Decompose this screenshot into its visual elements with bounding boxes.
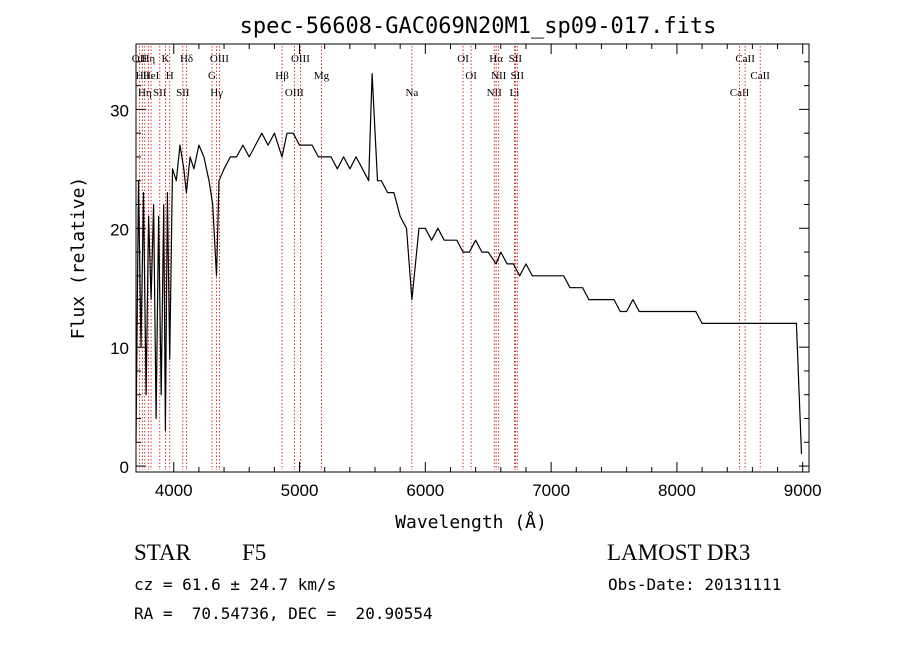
observation-date: Obs-Date: 20131111: [608, 575, 782, 594]
line-marker-label: SII: [153, 87, 167, 99]
line-marker-label: Na: [405, 87, 418, 99]
object-type: STAR: [134, 540, 191, 565]
line-marker-label: OIII: [285, 87, 304, 99]
line-marker-label: Hγ: [210, 87, 223, 99]
plot-area: 4000 5000 6000 7000 8000 90000102030OIIHθHηHη…: [110, 44, 822, 500]
line-marker-label: CaII: [730, 87, 750, 99]
y-tick-label: 0: [120, 458, 129, 477]
line-marker-label: Hα: [489, 53, 503, 65]
x-tick-label: 4000: [155, 481, 193, 500]
line-marker-label: CaII: [735, 53, 755, 65]
plot-frame: [135, 43, 810, 473]
line-marker-label: SII: [509, 53, 523, 65]
x-tick-label: 5000: [281, 481, 319, 500]
line-marker-label: Hδ: [180, 53, 193, 65]
line-marker-label: Hη: [141, 53, 155, 65]
line-marker-label: K: [161, 53, 169, 65]
line-marker-label: G: [208, 70, 216, 82]
line-marker-label: NII: [491, 70, 507, 82]
line-marker-label: SII: [511, 70, 525, 82]
line-marker-label: OI: [465, 70, 477, 82]
x-tick-label: 6000: [406, 481, 444, 500]
survey-name: LAMOST DR3: [607, 540, 751, 565]
line-marker-label: HeI: [143, 70, 160, 82]
x-tick-label: 9000: [784, 481, 822, 500]
line-marker-label: Hβ: [275, 70, 289, 82]
spectral-subclass: F5: [242, 540, 267, 565]
y-tick-label: 20: [110, 220, 129, 239]
redshift-velocity: cz = 61.6 ± 24.7 km/s: [134, 575, 337, 594]
y-axis-label: Flux (relative): [68, 177, 89, 340]
y-tick-label: 10: [110, 339, 129, 358]
line-marker-label: Li: [509, 87, 519, 99]
line-marker-label: Hθ: [136, 70, 149, 82]
line-marker-label: CaII: [750, 70, 770, 82]
line-marker-label: Mg: [314, 70, 330, 82]
line-marker-label: H: [166, 70, 174, 82]
line-marker-label: OIII: [210, 53, 229, 65]
line-marker-label: SII: [176, 87, 190, 99]
spectrum-line: [135, 73, 803, 455]
y-tick-label: 30: [110, 101, 129, 120]
line-marker-label: Hη: [138, 87, 152, 99]
line-marker-label: OIII: [291, 53, 310, 65]
line-marker-label: OI: [457, 53, 469, 65]
sky-coordinates: RA = 70.54736, DEC = 20.90554: [134, 604, 433, 623]
x-axis-label: Wavelength (Å): [395, 511, 547, 533]
chart-title: spec-56608-GAC069N20M1_sp09-017.fits: [240, 14, 717, 39]
x-tick-label: 7000: [532, 481, 570, 500]
x-tick-label: 8000: [658, 481, 696, 500]
line-marker-label: NII: [487, 87, 503, 99]
